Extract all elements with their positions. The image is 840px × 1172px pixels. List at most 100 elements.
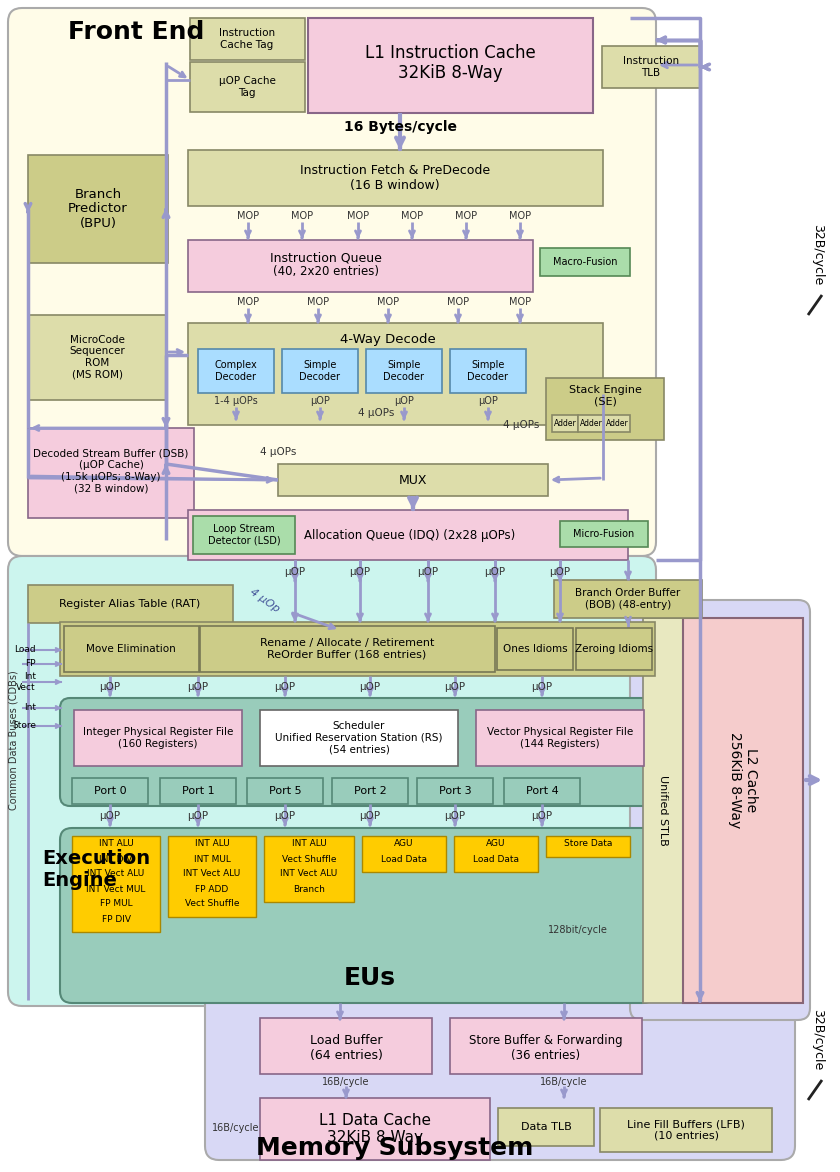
Text: μOP: μOP bbox=[417, 567, 438, 577]
Bar bbox=[28, 155, 168, 263]
FancyBboxPatch shape bbox=[60, 827, 655, 1003]
Text: μOP: μOP bbox=[99, 682, 121, 691]
Text: μOP: μOP bbox=[187, 811, 208, 822]
Text: Instruction
Cache Tag: Instruction Cache Tag bbox=[219, 28, 275, 49]
Bar bbox=[160, 778, 236, 804]
Text: FP DIV: FP DIV bbox=[102, 914, 130, 924]
Text: 32B/cycle: 32B/cycle bbox=[811, 1009, 825, 1071]
Text: Stack Engine
(SE): Stack Engine (SE) bbox=[569, 386, 642, 407]
Text: Load Data: Load Data bbox=[381, 854, 427, 864]
Text: Simple
Decoder: Simple Decoder bbox=[384, 360, 424, 382]
Bar bbox=[60, 622, 655, 676]
Text: Unified STLB: Unified STLB bbox=[658, 775, 668, 845]
Text: Port 4: Port 4 bbox=[526, 786, 559, 796]
Text: Load: Load bbox=[14, 646, 36, 654]
Text: 4 μOPs: 4 μOPs bbox=[260, 447, 297, 457]
Bar bbox=[188, 510, 628, 560]
Text: MOP: MOP bbox=[401, 211, 423, 222]
Bar bbox=[498, 1108, 594, 1146]
Text: Memory Subsystem: Memory Subsystem bbox=[256, 1136, 533, 1160]
Bar bbox=[576, 628, 652, 670]
Text: μOP: μOP bbox=[310, 396, 330, 406]
Text: INT Vect ALU: INT Vect ALU bbox=[281, 870, 338, 879]
Bar bbox=[497, 628, 573, 670]
Bar bbox=[546, 836, 630, 857]
Bar bbox=[198, 349, 274, 393]
Text: 4 μOPs: 4 μOPs bbox=[358, 408, 394, 418]
Text: MOP: MOP bbox=[509, 297, 531, 307]
Text: MOP: MOP bbox=[291, 211, 313, 222]
Bar bbox=[540, 248, 630, 275]
Text: L1 Data Cache
32KiB 8-Way: L1 Data Cache 32KiB 8-Way bbox=[319, 1112, 431, 1145]
FancyBboxPatch shape bbox=[8, 556, 656, 1006]
Bar bbox=[64, 626, 199, 672]
Text: Decoded Stream Buffer (DSB)
(μOP Cache)
(1.5k μOPs; 8-Way)
(32 B window): Decoded Stream Buffer (DSB) (μOP Cache) … bbox=[34, 449, 189, 493]
Text: Instruction Queue: Instruction Queue bbox=[270, 252, 382, 265]
Bar bbox=[168, 836, 256, 917]
Bar bbox=[74, 710, 242, 766]
Bar bbox=[28, 428, 194, 518]
Text: Ones Idioms: Ones Idioms bbox=[502, 643, 567, 654]
Text: Simple
Decoder: Simple Decoder bbox=[300, 360, 340, 382]
Text: Data TLB: Data TLB bbox=[521, 1122, 571, 1132]
Text: Loop Stream
Detector (LSD): Loop Stream Detector (LSD) bbox=[207, 524, 281, 546]
Text: μOP: μOP bbox=[444, 682, 465, 691]
Bar bbox=[190, 62, 305, 113]
Text: 128bit/cycle: 128bit/cycle bbox=[548, 925, 608, 935]
Text: Branch: Branch bbox=[293, 885, 325, 893]
Text: 16B/cycle: 16B/cycle bbox=[323, 1077, 370, 1086]
Text: Micro-Fusion: Micro-Fusion bbox=[574, 529, 635, 539]
Bar bbox=[417, 778, 493, 804]
Text: 4-Way Decode: 4-Way Decode bbox=[340, 333, 436, 346]
Text: MOP: MOP bbox=[237, 297, 259, 307]
Text: Vector Physical Register File
(144 Registers): Vector Physical Register File (144 Regis… bbox=[487, 727, 633, 749]
Text: Adder: Adder bbox=[580, 420, 602, 428]
Bar bbox=[193, 516, 295, 554]
Text: μOP: μOP bbox=[549, 567, 570, 577]
Text: MicroCode
Sequencer
ROM
(MS ROM): MicroCode Sequencer ROM (MS ROM) bbox=[69, 334, 125, 380]
Text: INT ALU: INT ALU bbox=[291, 839, 327, 849]
Bar bbox=[602, 46, 700, 88]
Bar bbox=[560, 522, 648, 547]
Text: INT Vect ALU: INT Vect ALU bbox=[87, 870, 144, 879]
Text: μOP: μOP bbox=[360, 682, 381, 691]
Text: Integer Physical Register File
(160 Registers): Integer Physical Register File (160 Regi… bbox=[83, 727, 234, 749]
Text: μOP: μOP bbox=[275, 811, 296, 822]
Text: Simple
Decoder: Simple Decoder bbox=[468, 360, 508, 382]
Text: μOP: μOP bbox=[187, 682, 208, 691]
Text: L1 Instruction Cache
32KiB 8-Way: L1 Instruction Cache 32KiB 8-Way bbox=[365, 43, 535, 82]
Bar bbox=[450, 349, 526, 393]
Text: MOP: MOP bbox=[377, 297, 399, 307]
Text: 32B/cycle: 32B/cycle bbox=[811, 224, 825, 286]
Text: MOP: MOP bbox=[509, 211, 531, 222]
Text: FP MUL: FP MUL bbox=[100, 899, 133, 908]
Text: μOP: μOP bbox=[360, 811, 381, 822]
Text: μOP: μOP bbox=[485, 567, 506, 577]
Bar bbox=[260, 1018, 432, 1074]
Text: Port 3: Port 3 bbox=[438, 786, 471, 796]
Bar bbox=[188, 150, 603, 206]
Text: Execution
Engine: Execution Engine bbox=[42, 850, 150, 891]
Bar bbox=[454, 836, 538, 872]
Text: Port 0: Port 0 bbox=[94, 786, 126, 796]
Text: MOP: MOP bbox=[307, 297, 329, 307]
Text: Branch
Predictor
(BPU): Branch Predictor (BPU) bbox=[68, 188, 128, 231]
Text: Allocation Queue (IDQ) (2x28 μOPs): Allocation Queue (IDQ) (2x28 μOPs) bbox=[304, 529, 516, 541]
Text: Front End: Front End bbox=[68, 20, 204, 45]
Text: 1-4 μOPs: 1-4 μOPs bbox=[214, 396, 258, 406]
Text: μOP: μOP bbox=[99, 811, 121, 822]
Text: INT MUL: INT MUL bbox=[193, 854, 230, 864]
Text: Zeroing Idioms: Zeroing Idioms bbox=[575, 643, 653, 654]
Bar bbox=[546, 379, 664, 440]
Text: Port 1: Port 1 bbox=[181, 786, 214, 796]
Text: Int
Vect: Int Vect bbox=[16, 673, 36, 691]
Text: Instruction Fetch & PreDecode
(16 B window): Instruction Fetch & PreDecode (16 B wind… bbox=[300, 164, 490, 192]
Bar bbox=[282, 349, 358, 393]
Bar bbox=[200, 626, 495, 672]
Text: Port 2: Port 2 bbox=[354, 786, 386, 796]
Text: INT ALU: INT ALU bbox=[195, 839, 229, 849]
Bar bbox=[683, 618, 803, 1003]
Bar bbox=[504, 778, 580, 804]
Text: 16B/cycle: 16B/cycle bbox=[540, 1077, 588, 1086]
Text: AGU: AGU bbox=[486, 839, 506, 849]
